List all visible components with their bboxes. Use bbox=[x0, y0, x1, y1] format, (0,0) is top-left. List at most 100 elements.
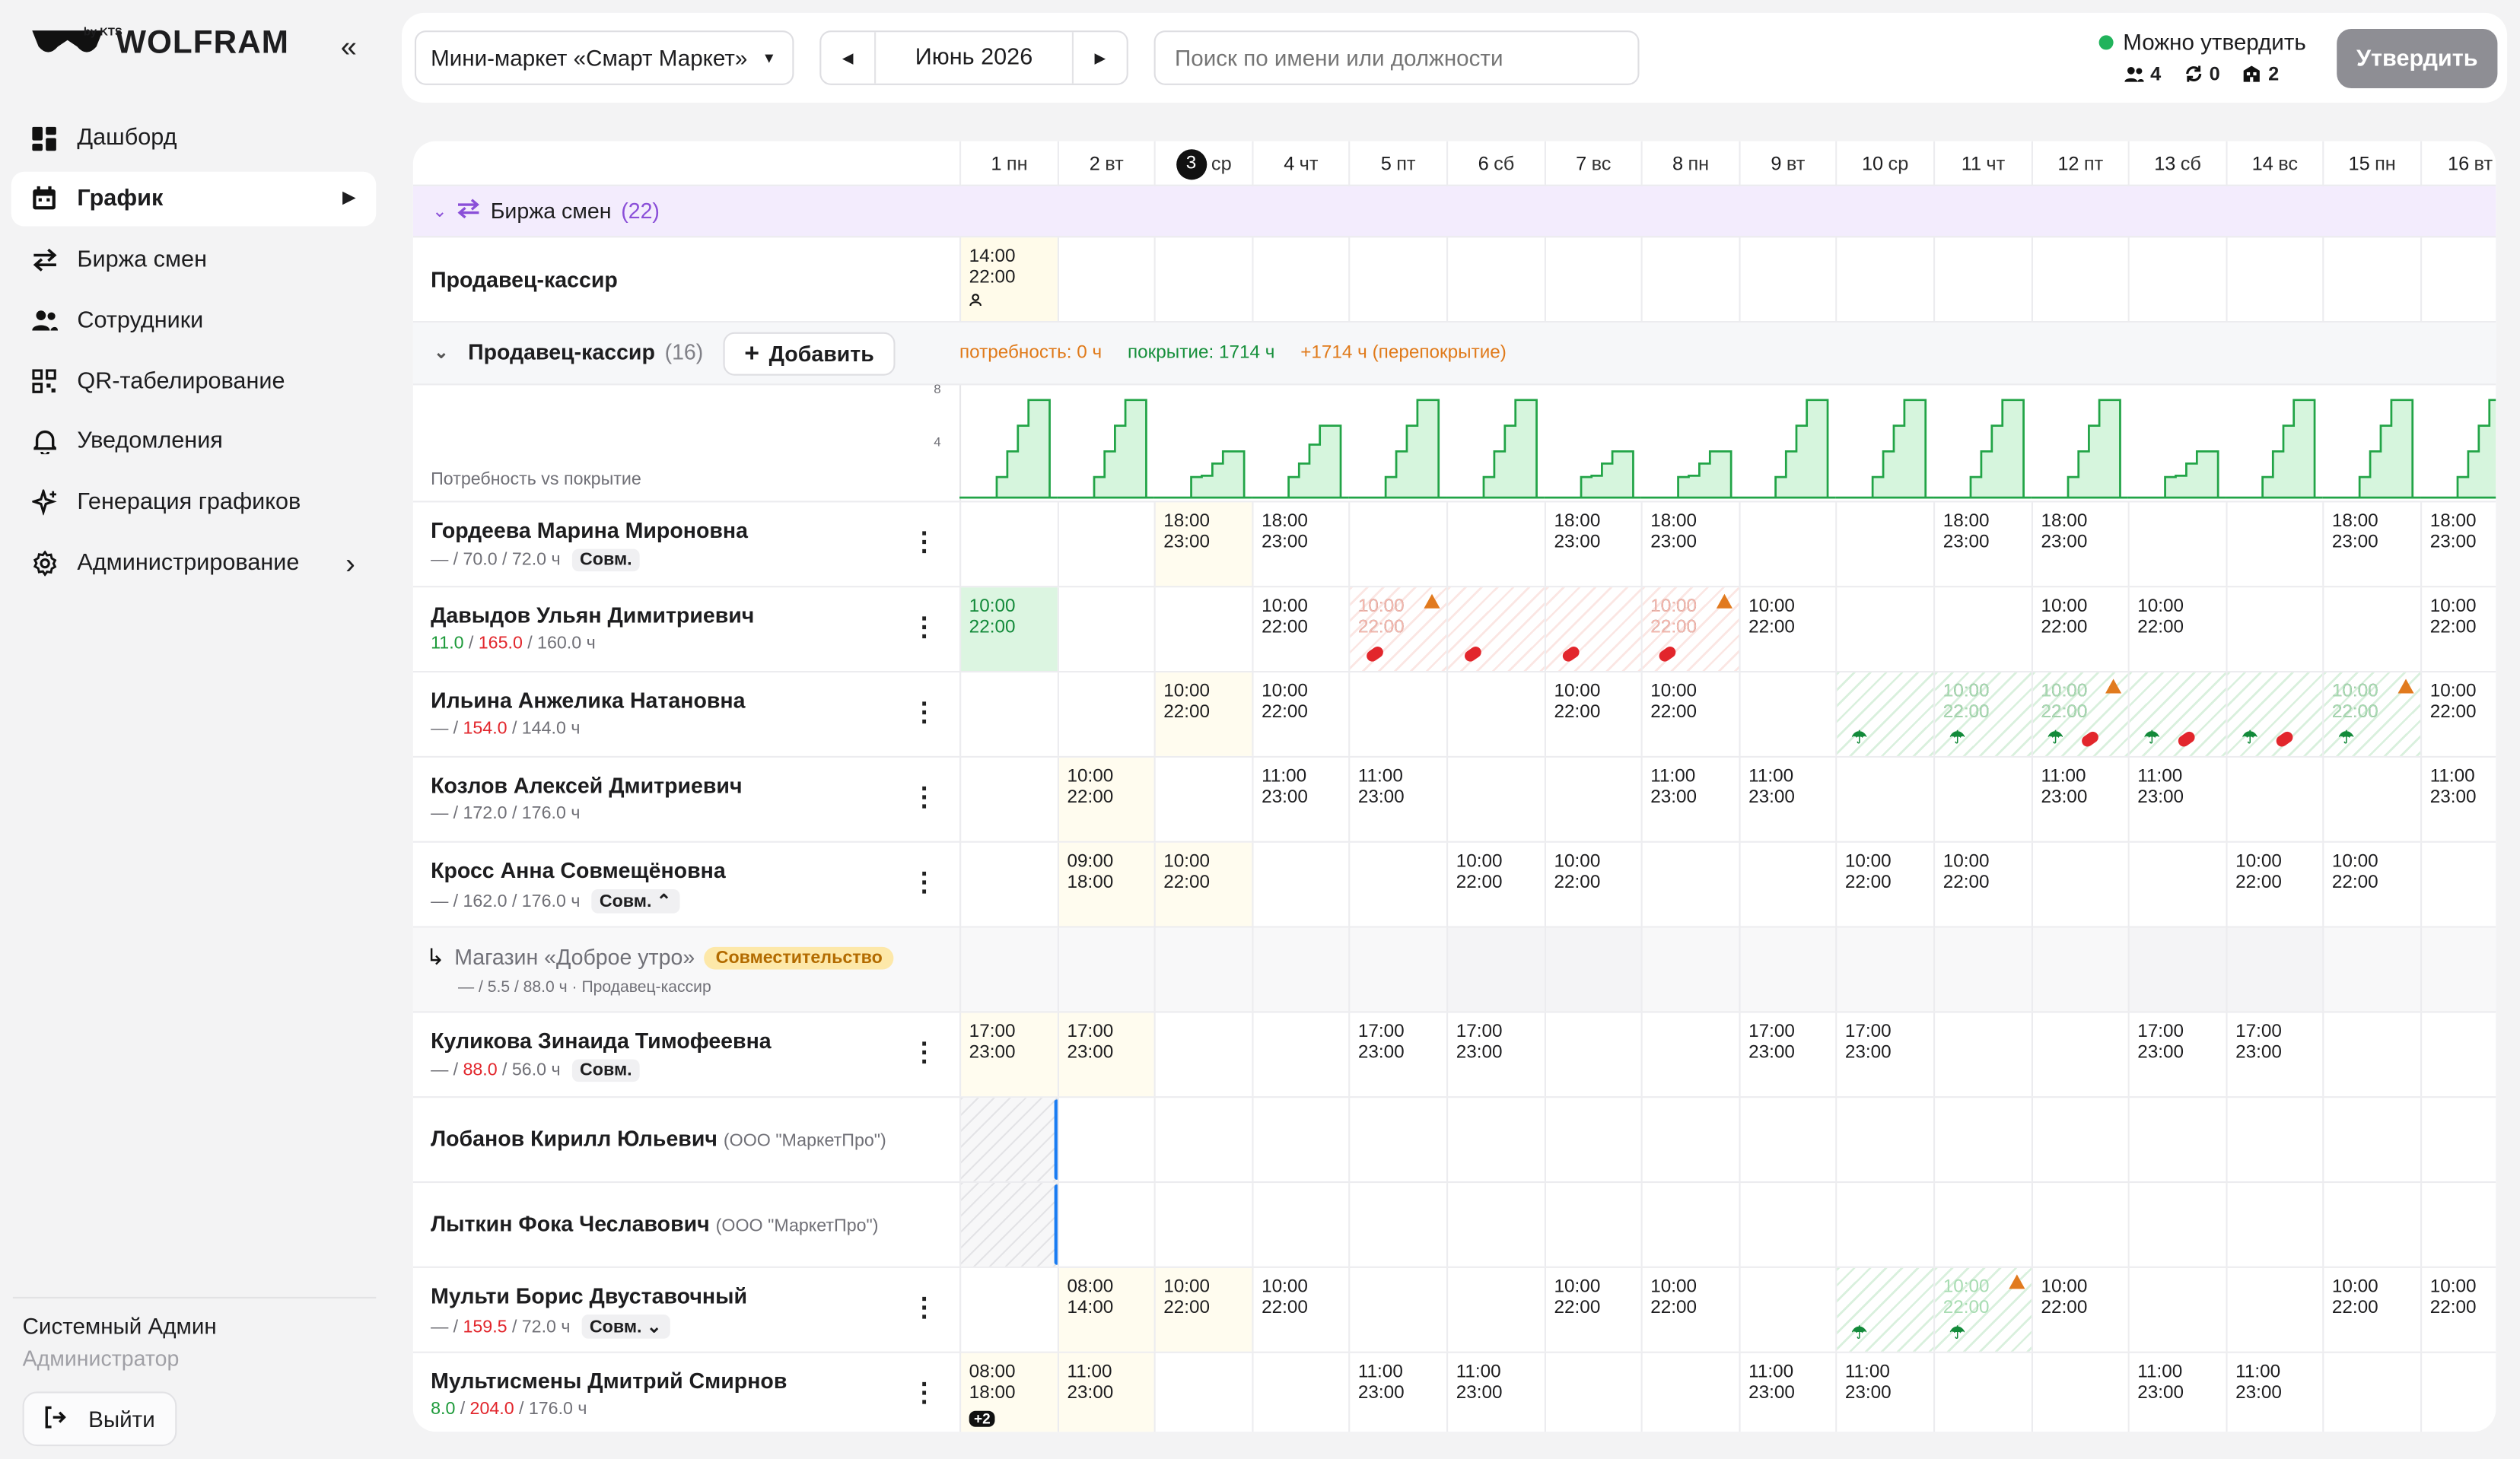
day-cell[interactable]: ☂ bbox=[1835, 1267, 1934, 1352]
day-cell[interactable] bbox=[1057, 927, 1154, 1012]
day-cell[interactable]: 17:00 23:00 bbox=[1739, 1012, 1835, 1097]
sidebar-item-calendar[interactable]: График ▶ bbox=[11, 171, 377, 227]
day-cell[interactable] bbox=[1739, 672, 1835, 756]
day-cell[interactable]: 10:00 22:00 10:00 22:00 ☂ bbox=[2322, 672, 2421, 756]
day-header[interactable]: 14 вс bbox=[2226, 141, 2322, 186]
part-time-tag[interactable]: Совм. bbox=[571, 548, 641, 572]
day-cell[interactable] bbox=[1933, 1098, 2032, 1181]
day-cell[interactable]: 17:00 23:00 bbox=[1446, 1012, 1545, 1097]
day-cell[interactable] bbox=[2322, 587, 2420, 671]
day-cell[interactable] bbox=[1835, 1098, 1933, 1181]
day-cell[interactable]: 14:00 22:00 bbox=[959, 237, 1058, 322]
contractor[interactable]: Лыткин Фока Чеславович (ООО "МаркетПро") bbox=[431, 1212, 878, 1236]
group-header[interactable]: ⌄ Продавец-кассир (16) bbox=[434, 340, 703, 364]
day-cell[interactable] bbox=[1640, 1098, 1739, 1181]
day-cell[interactable]: 10:00 22:00 10:00 22:00 ☂ bbox=[2031, 672, 2128, 756]
day-cell[interactable] bbox=[1057, 672, 1154, 756]
more-icon[interactable]: ⋮ bbox=[911, 615, 937, 643]
day-cell[interactable] bbox=[1544, 757, 1641, 841]
day-cell[interactable] bbox=[1153, 237, 1252, 322]
day-cell[interactable]: 17:00 23:00 bbox=[959, 1012, 1058, 1097]
day-cell[interactable] bbox=[1739, 1098, 1835, 1181]
day-cell[interactable] bbox=[959, 757, 1058, 841]
employee-name[interactable]: Гордеева Марина Мироновна bbox=[431, 518, 749, 543]
day-header[interactable]: 11 чт bbox=[1933, 141, 2032, 186]
day-cell[interactable] bbox=[1446, 1267, 1545, 1352]
day-cell[interactable] bbox=[1252, 1098, 1348, 1181]
day-cell[interactable]: 10:00 22:00 10:00 22:00 bbox=[1348, 587, 1447, 671]
day-cell[interactable]: 10:00 22:00 bbox=[1544, 842, 1641, 927]
day-cell[interactable]: 11:00 23:00 bbox=[1348, 757, 1446, 841]
day-cell[interactable] bbox=[2226, 927, 2323, 1012]
day-cell[interactable] bbox=[1933, 1183, 2032, 1267]
day-cell[interactable] bbox=[2226, 587, 2322, 671]
day-cell[interactable]: 10:00 22:00 bbox=[2420, 672, 2496, 756]
day-cell[interactable] bbox=[1835, 757, 1933, 841]
day-cell[interactable]: 10:00 22:00 bbox=[1057, 757, 1154, 841]
search-input[interactable] bbox=[1153, 30, 1640, 85]
day-cell[interactable]: 11:00 23:00 bbox=[2127, 757, 2226, 841]
day-cell[interactable] bbox=[1544, 1353, 1641, 1432]
day-cell[interactable]: 10:00 22:00 bbox=[2127, 587, 2226, 671]
day-cell[interactable] bbox=[1153, 757, 1252, 841]
sidebar-item-qr[interactable]: QR-табелирование bbox=[11, 354, 376, 408]
day-cell[interactable] bbox=[2322, 1012, 2420, 1097]
day-cell[interactable]: 17:00 23:00 bbox=[1835, 1012, 1933, 1097]
day-cell[interactable] bbox=[1933, 757, 2032, 841]
employee-name[interactable]: Мультисмены Дмитрий Смирнов bbox=[431, 1368, 788, 1394]
day-cell[interactable] bbox=[1640, 1353, 1739, 1432]
day-cell[interactable] bbox=[1446, 927, 1545, 1012]
day-header[interactable]: 10 ср bbox=[1835, 141, 1933, 186]
day-cell[interactable] bbox=[959, 927, 1058, 1012]
day-header[interactable]: 8 пн bbox=[1640, 141, 1739, 186]
day-cell[interactable] bbox=[1153, 927, 1252, 1012]
sidebar-item-users[interactable]: Сотрудники bbox=[11, 293, 376, 348]
day-cell[interactable] bbox=[1835, 502, 1933, 586]
day-cell[interactable] bbox=[2420, 842, 2496, 927]
day-cell[interactable] bbox=[1252, 237, 1348, 322]
day-cell[interactable]: 10:00 22:00 bbox=[1544, 1267, 1641, 1352]
day-cell[interactable]: 18:00 23:00 bbox=[1640, 502, 1739, 586]
store-select[interactable]: Мини-маркет «Смарт Маркет» ▼ bbox=[414, 30, 794, 85]
day-cell[interactable] bbox=[1252, 1012, 1348, 1097]
day-cell[interactable] bbox=[1640, 1012, 1739, 1097]
day-cell[interactable] bbox=[2127, 1267, 2226, 1352]
day-cell[interactable] bbox=[1835, 587, 1933, 671]
employee-name[interactable]: Давыдов Ульян Димитриевич bbox=[431, 603, 755, 628]
day-cell[interactable]: 09:00 18:00 bbox=[1057, 842, 1154, 927]
day-cell[interactable] bbox=[1153, 1098, 1252, 1181]
day-cell[interactable] bbox=[2322, 1183, 2420, 1267]
day-cell[interactable]: 10:00 22:00 bbox=[1252, 587, 1348, 671]
day-header[interactable]: 13 сб bbox=[2127, 141, 2226, 186]
day-cell[interactable] bbox=[1446, 502, 1545, 586]
day-cell[interactable] bbox=[2420, 1098, 2496, 1181]
day-cell[interactable]: 10:00 22:00 bbox=[1640, 1267, 1739, 1352]
day-cell[interactable] bbox=[1057, 1183, 1154, 1267]
day-cell[interactable]: ☂ bbox=[2127, 672, 2226, 756]
logout-button[interactable]: Выйти bbox=[22, 1391, 177, 1447]
day-cell[interactable]: 10:00 22:00 bbox=[1153, 1267, 1252, 1352]
prev-month-button[interactable]: ◀ bbox=[821, 32, 877, 84]
day-cell[interactable] bbox=[1446, 672, 1545, 756]
day-cell[interactable] bbox=[2127, 502, 2226, 586]
day-cell[interactable]: 17:00 23:00 bbox=[2127, 1012, 2226, 1097]
day-cell[interactable]: 10:00 22:00 10:00 22:00 ☂ bbox=[1933, 672, 2032, 756]
day-cell[interactable] bbox=[2322, 927, 2420, 1012]
day-cell[interactable] bbox=[1446, 237, 1545, 322]
day-cell[interactable] bbox=[2031, 842, 2128, 927]
more-icon[interactable]: ⋮ bbox=[911, 869, 937, 898]
day-header[interactable]: 4 чт bbox=[1252, 141, 1348, 186]
more-icon[interactable]: ⋮ bbox=[911, 1040, 937, 1068]
day-cell[interactable]: 10:00 22:00 bbox=[2031, 1267, 2128, 1352]
day-cell[interactable] bbox=[1739, 927, 1835, 1012]
day-cell[interactable] bbox=[2226, 1267, 2322, 1352]
day-cell[interactable] bbox=[1933, 1353, 2032, 1432]
day-cell[interactable]: 10:00 22:00 ☂ bbox=[1933, 1267, 2032, 1352]
more-icon[interactable]: ⋮ bbox=[911, 699, 937, 727]
next-month-button[interactable]: ▶ bbox=[1071, 32, 1127, 84]
day-cell[interactable] bbox=[1348, 502, 1446, 586]
day-cell[interactable] bbox=[2031, 1353, 2128, 1432]
employee-name[interactable]: Мульти Борис Двуставочный bbox=[431, 1284, 748, 1308]
day-cell[interactable] bbox=[959, 502, 1058, 586]
day-cell[interactable] bbox=[959, 672, 1058, 756]
